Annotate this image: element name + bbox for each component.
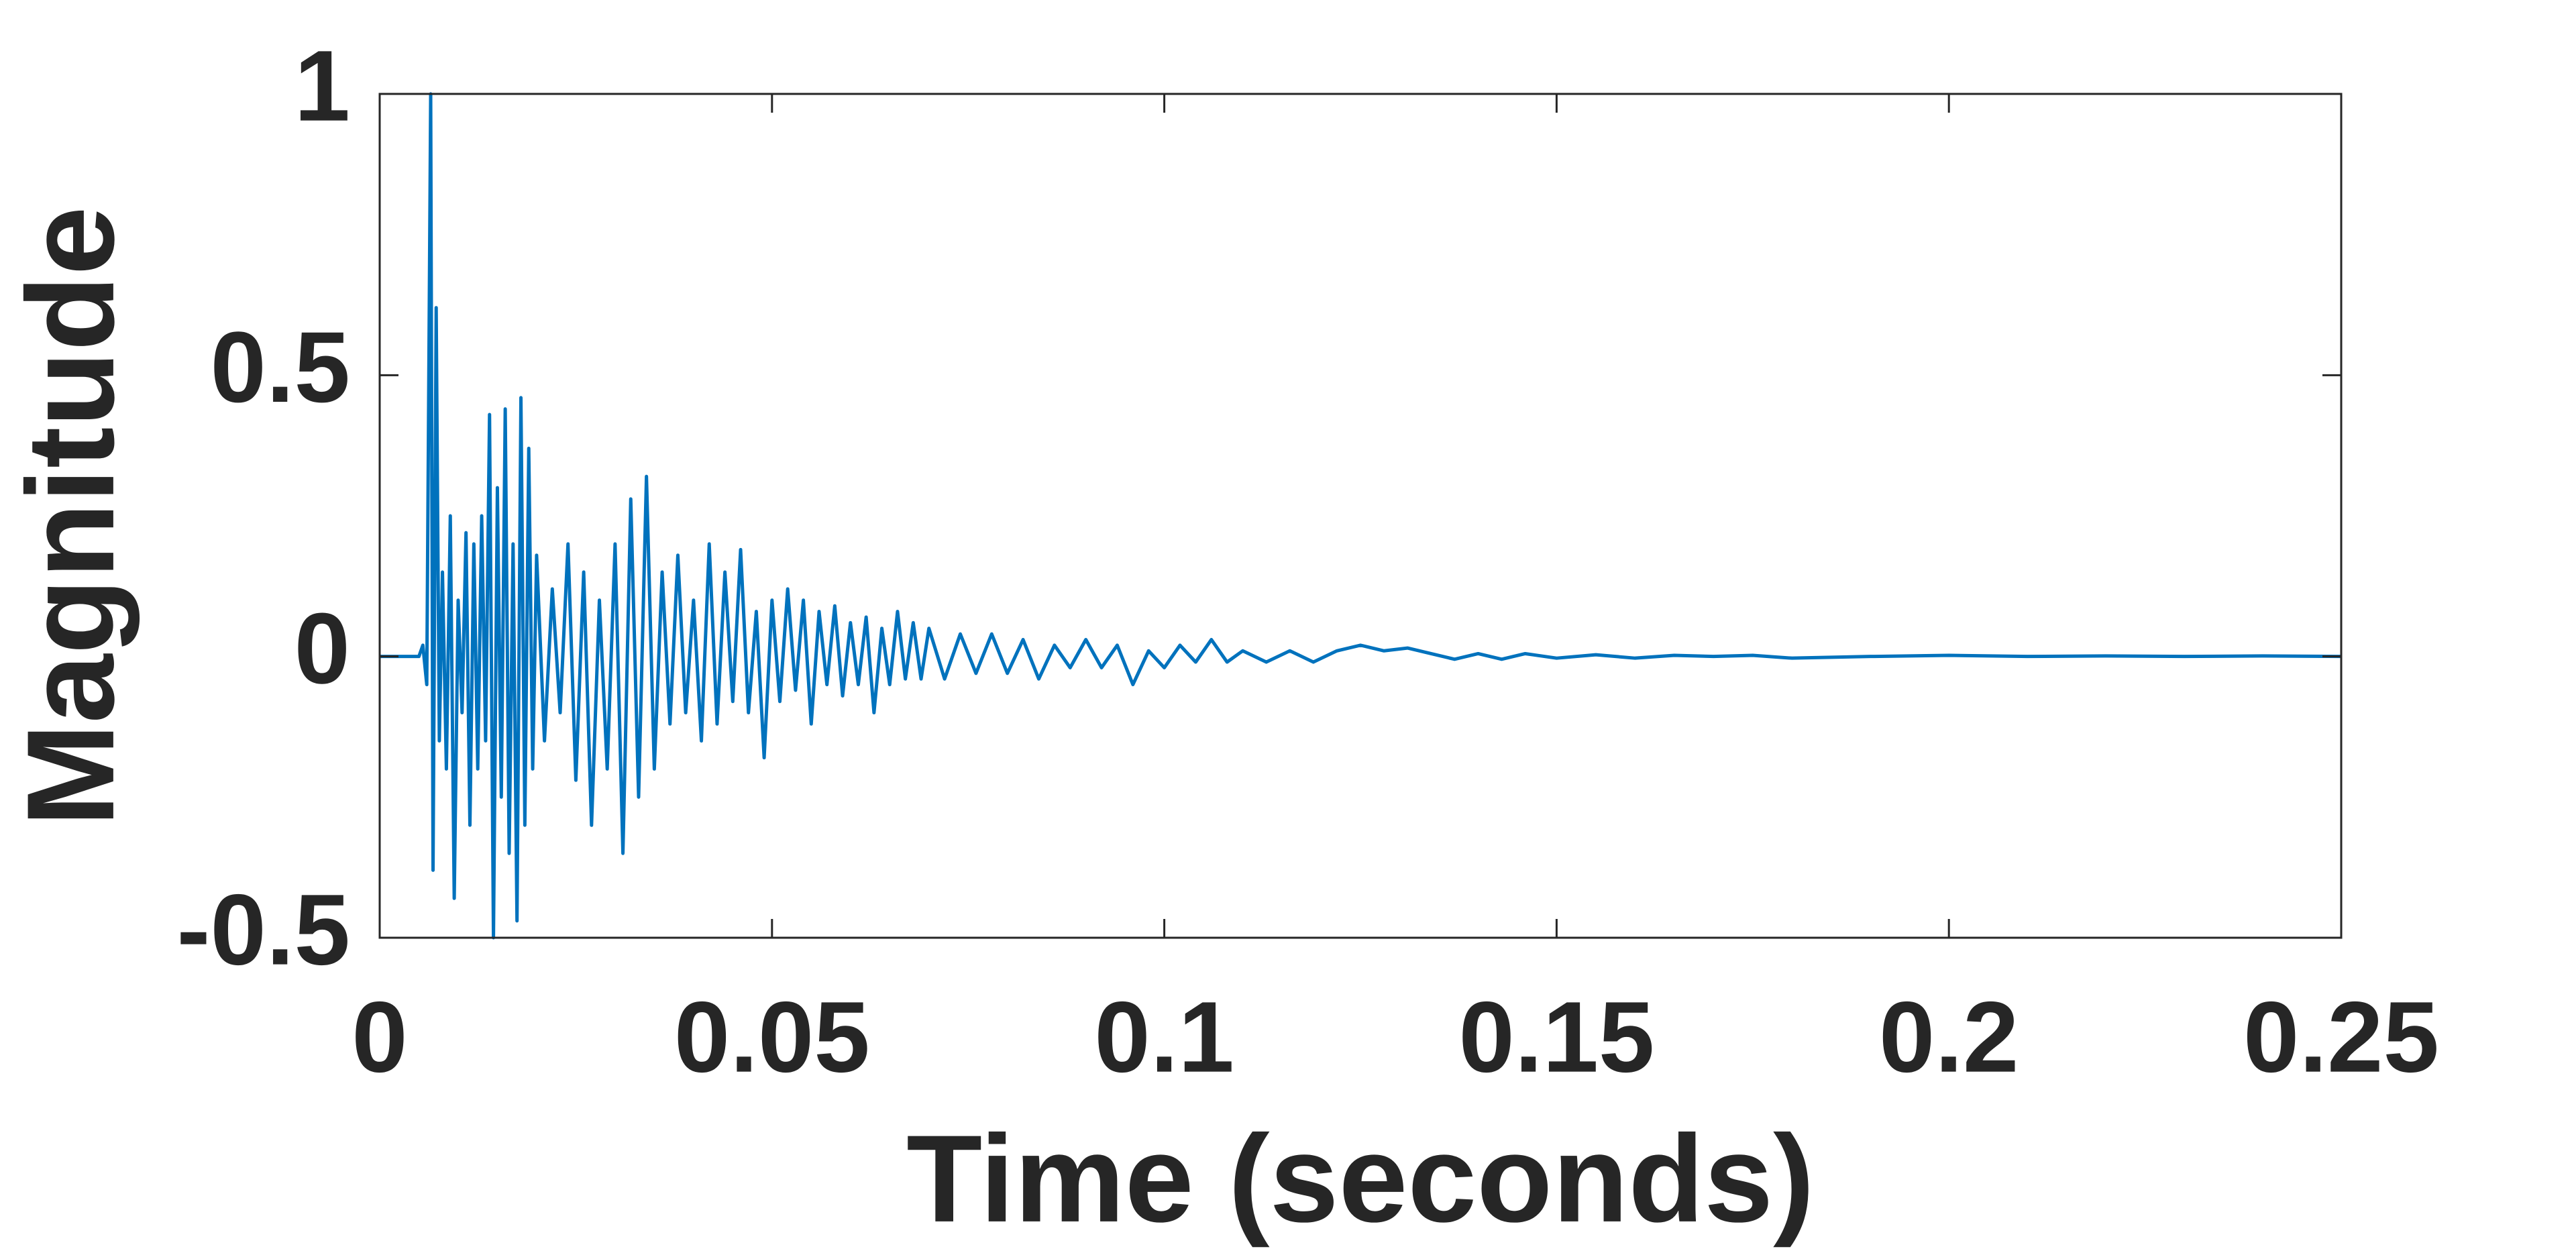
x-tick-label: 0.15 [1458,981,1654,1093]
y-axis-label: Magnitude [2,207,140,827]
y-tick-label: 0 [294,592,350,704]
x-tick-label: 0 [352,981,407,1093]
y-tick-label: 1 [294,30,350,142]
y-tick-label: 0.5 [210,311,350,423]
x-tick-label: 0.25 [2243,981,2439,1093]
x-tick-label: 0.05 [674,981,870,1093]
data-line [380,92,2342,940]
y-tick-label: -0.5 [177,873,350,986]
x-axis-label: Time (seconds) [906,1110,1815,1248]
axes-frame [378,93,2343,939]
x-tick-label: 0.2 [1879,981,2019,1093]
x-tick-label: 0.1 [1094,981,1234,1093]
